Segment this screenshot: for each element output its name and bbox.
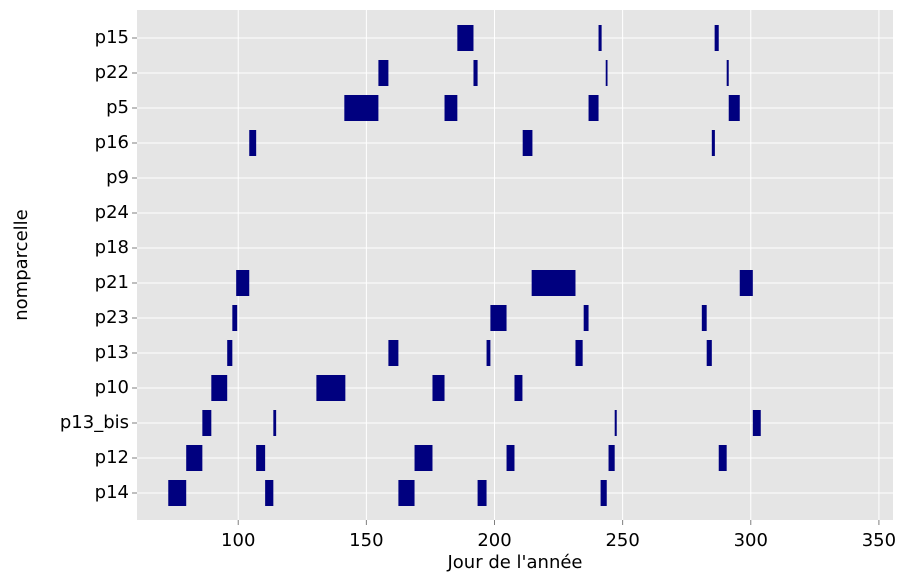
y-tick-label: p18	[95, 237, 129, 258]
interval-bar	[583, 305, 589, 331]
y-tick-label: p12	[95, 447, 129, 468]
interval-bar	[432, 375, 445, 401]
y-tick-label: p9	[106, 167, 129, 188]
interval-bar	[718, 445, 727, 471]
x-tick-label: 150	[349, 530, 383, 551]
interval-bar	[506, 445, 515, 471]
interval-bar	[168, 480, 187, 506]
y-tick-label: p16	[95, 132, 129, 153]
interval-bar	[344, 95, 379, 121]
y-tick-label: p15	[95, 27, 129, 48]
y-tick-label: p23	[95, 307, 129, 328]
interval-bar	[701, 305, 707, 331]
interval-bar	[728, 95, 740, 121]
interval-bar	[486, 340, 491, 366]
y-tick-label: p24	[95, 202, 129, 223]
interval-bar	[265, 480, 274, 506]
y-tick-label: p13	[95, 342, 129, 363]
x-tick-label: 200	[477, 530, 511, 551]
interval-bar	[598, 25, 602, 51]
x-tick-label: 100	[221, 530, 255, 551]
interval-bar	[186, 445, 203, 471]
x-tick-label: 300	[734, 530, 768, 551]
y-axis-label: nomparcelle	[11, 209, 32, 320]
interval-bar	[249, 130, 257, 156]
interval-bar	[608, 445, 615, 471]
interval-bar	[414, 445, 433, 471]
y-tick-label: p14	[95, 482, 129, 503]
y-tick-label: p22	[95, 62, 129, 83]
interval-bar	[588, 95, 599, 121]
interval-bar	[726, 60, 729, 86]
interval-bar	[575, 340, 583, 366]
interval-bar	[398, 480, 415, 506]
interval-bar	[605, 60, 608, 86]
interval-bar	[490, 305, 507, 331]
interval-bar	[473, 60, 478, 86]
interval-bar	[202, 410, 212, 436]
interval-bar	[711, 130, 715, 156]
panel	[137, 10, 893, 520]
interval-bar	[531, 270, 576, 296]
y-tick-label: p10	[95, 377, 129, 398]
y-tick-label: p21	[95, 272, 129, 293]
y-tick-label: p5	[106, 97, 129, 118]
interval-bar	[316, 375, 346, 401]
interval-bar	[614, 410, 617, 436]
x-tick-label: 350	[862, 530, 896, 551]
interval-bar	[600, 480, 607, 506]
interval-bar	[388, 340, 399, 366]
interval-bar	[752, 410, 761, 436]
y-tick-label: p13_bis	[60, 412, 129, 433]
interval-bar	[514, 375, 523, 401]
interval-bar	[739, 270, 753, 296]
interval-bar	[236, 270, 250, 296]
interval-bar	[457, 25, 474, 51]
interval-bar	[273, 410, 277, 436]
interval-bar	[714, 25, 719, 51]
interval-bar	[227, 340, 233, 366]
interval-bar	[211, 375, 228, 401]
interval-bar	[232, 305, 238, 331]
x-tick-label: 250	[605, 530, 639, 551]
interval-bar	[256, 445, 266, 471]
interval-bar	[706, 340, 712, 366]
interval-bar	[444, 95, 458, 121]
x-axis-label: Jour de l'année	[446, 552, 582, 573]
interval-bar	[378, 60, 389, 86]
interval-bar	[477, 480, 487, 506]
interval-bar	[522, 130, 533, 156]
